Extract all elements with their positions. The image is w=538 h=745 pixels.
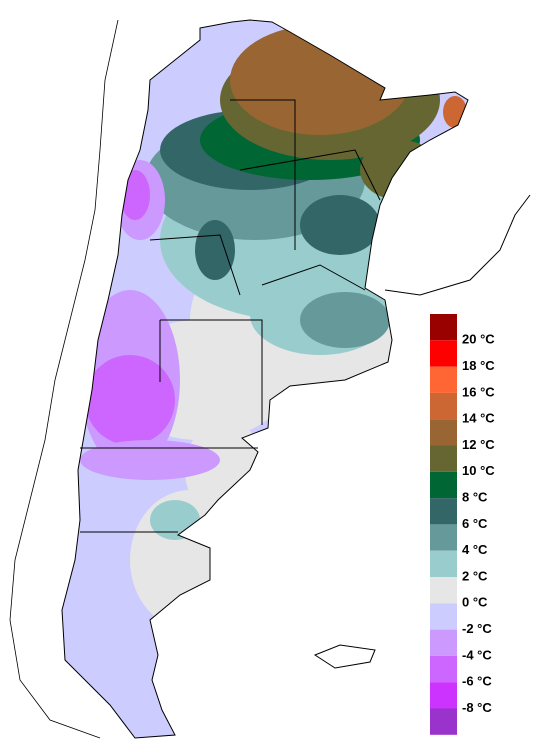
legend-swatch: [430, 550, 457, 577]
legend-label: 16 °C: [462, 384, 495, 399]
legend-swatch: [430, 340, 457, 367]
legend-swatch: [430, 471, 457, 499]
legend-swatch: [430, 498, 457, 525]
legend: 20 °C 18 °C 16 °C 14 °C 12 °C 10 °C 8 °C 6 °C 4 …: [430, 314, 495, 735]
legend-swatch: [430, 655, 457, 683]
legend-swatch: [430, 524, 457, 551]
legend-swatch: [430, 708, 457, 735]
legend-label: 20 °C: [462, 332, 495, 347]
legend-label: 8 °C: [462, 490, 488, 505]
legend-label: 0 °C: [462, 595, 488, 610]
borders: [9, 19, 531, 739]
legend-swatch: [430, 445, 457, 472]
legend-swatch: [430, 682, 457, 709]
legend-swatch: [430, 603, 457, 630]
legend-swatch: [430, 577, 457, 604]
legend-label: 10 °C: [462, 463, 495, 478]
legend-label: -4 °C: [462, 647, 492, 662]
legend-label: 2 °C: [462, 568, 488, 583]
legend-label: 6 °C: [462, 516, 488, 531]
legend-swatch: [430, 314, 457, 341]
legend-label: 12 °C: [462, 437, 495, 452]
legend-swatch: [430, 392, 457, 420]
legend-label: -6 °C: [462, 674, 492, 689]
legend-label: 14 °C: [462, 411, 495, 426]
legend-label: -8 °C: [462, 700, 492, 715]
legend-swatch: [430, 629, 457, 656]
legend-swatch: [430, 419, 457, 446]
legend-label: 18 °C: [462, 358, 495, 373]
legend-label: 4 °C: [462, 542, 488, 557]
legend-swatch: [430, 366, 457, 393]
legend-label: -2 °C: [462, 621, 492, 636]
